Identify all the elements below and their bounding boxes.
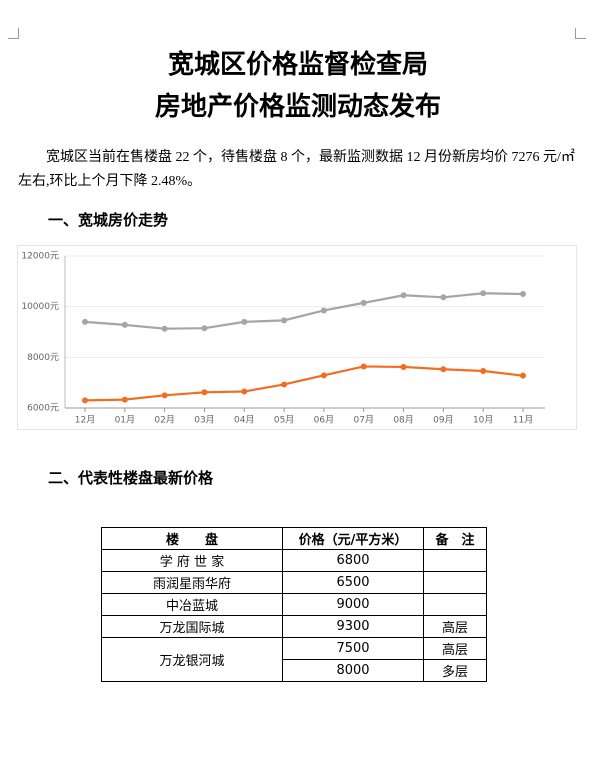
y-tick-label: 10000元	[21, 302, 59, 312]
x-tick-label: 12月	[75, 415, 95, 426]
title: 房地产价格监测动态发布	[154, 92, 441, 121]
y-tick-label: 8000元	[27, 353, 59, 363]
cell: 9000	[282, 593, 424, 616]
data-point	[241, 318, 248, 325]
data-point	[121, 321, 128, 328]
data-point	[480, 290, 487, 297]
cell: 高层	[423, 615, 487, 638]
table-header: 楼 盘	[101, 527, 283, 550]
price-table: 楼 盘价格（元/平方米）备 注 学 府 世 家 6800 雨润星雨华府 6500 中…	[101, 527, 487, 682]
data-point	[82, 318, 88, 325]
data-point	[520, 291, 526, 297]
corner-mark	[575, 28, 586, 39]
intro-paragraph: 宽城区当前在售楼盘 22 个，待售楼盘 8 个，最新监测数据 12 月份新房均价…	[18, 150, 575, 189]
cell: 学 府 世 家	[101, 549, 283, 572]
x-tick-label: 09月	[433, 415, 453, 426]
data-point	[201, 325, 208, 332]
data-point	[241, 388, 248, 395]
cell: 7500	[282, 637, 424, 660]
data-point	[480, 368, 487, 375]
data-point	[320, 372, 327, 379]
cell: 6500	[282, 571, 424, 594]
cell: 中冶蓝城	[101, 593, 283, 616]
data-point	[440, 366, 447, 373]
series-line	[84, 365, 524, 402]
cell: 万龙国际城	[101, 615, 283, 638]
y-tick-label: 6000元	[27, 404, 59, 414]
data-point	[520, 372, 526, 379]
x-tick-label: 06月	[314, 415, 334, 426]
x-tick-label: 11月	[513, 415, 533, 426]
data-point	[400, 363, 407, 370]
plot-frame	[17, 245, 577, 430]
cell: 万龙银河城	[101, 637, 283, 682]
data-point	[320, 307, 327, 314]
corner-mark	[8, 28, 19, 39]
data-point	[161, 325, 168, 332]
data-point	[440, 294, 447, 301]
cell	[423, 549, 487, 572]
cell: 高层	[423, 637, 487, 660]
data-point	[82, 397, 88, 404]
section-heading: 二、代表性楼盘最新价格	[48, 469, 214, 487]
cell: 6800	[282, 549, 424, 572]
x-tick-label: 04月	[234, 415, 254, 426]
title: 宽城区价格监督检查局	[167, 50, 428, 79]
cell: 8000	[282, 659, 424, 682]
section-heading: 一、宽城房价走势	[48, 211, 169, 229]
cell: 9300	[282, 615, 424, 638]
cell	[423, 571, 487, 594]
data-point	[161, 392, 168, 399]
x-tick-label: 05月	[274, 415, 294, 426]
series-line	[84, 292, 524, 330]
x-tick-label: 08月	[393, 415, 413, 426]
x-tick-label: 03月	[194, 415, 214, 426]
y-tick-label: 12000元	[21, 252, 59, 262]
x-tick-label: 07月	[354, 415, 374, 426]
data-point	[400, 292, 407, 299]
x-tick-label: 10月	[473, 415, 493, 426]
data-point	[360, 299, 367, 306]
data-point	[281, 381, 288, 388]
cell: 雨润星雨华府	[101, 571, 283, 594]
table-header: 价格（元/平方米）	[282, 527, 424, 550]
data-point	[121, 396, 128, 403]
data-point	[201, 389, 208, 396]
table-header: 备 注	[423, 527, 487, 550]
cell: 多层	[423, 659, 487, 682]
x-tick-label: 02月	[154, 415, 174, 426]
data-point	[360, 363, 367, 370]
cell	[423, 593, 487, 616]
chart: 6000元 8000元 10000元 12000元 12月 01月 02月 03月 04月 05月…	[17, 245, 577, 430]
data-point	[281, 317, 288, 324]
x-tick-label: 01月	[115, 415, 135, 426]
